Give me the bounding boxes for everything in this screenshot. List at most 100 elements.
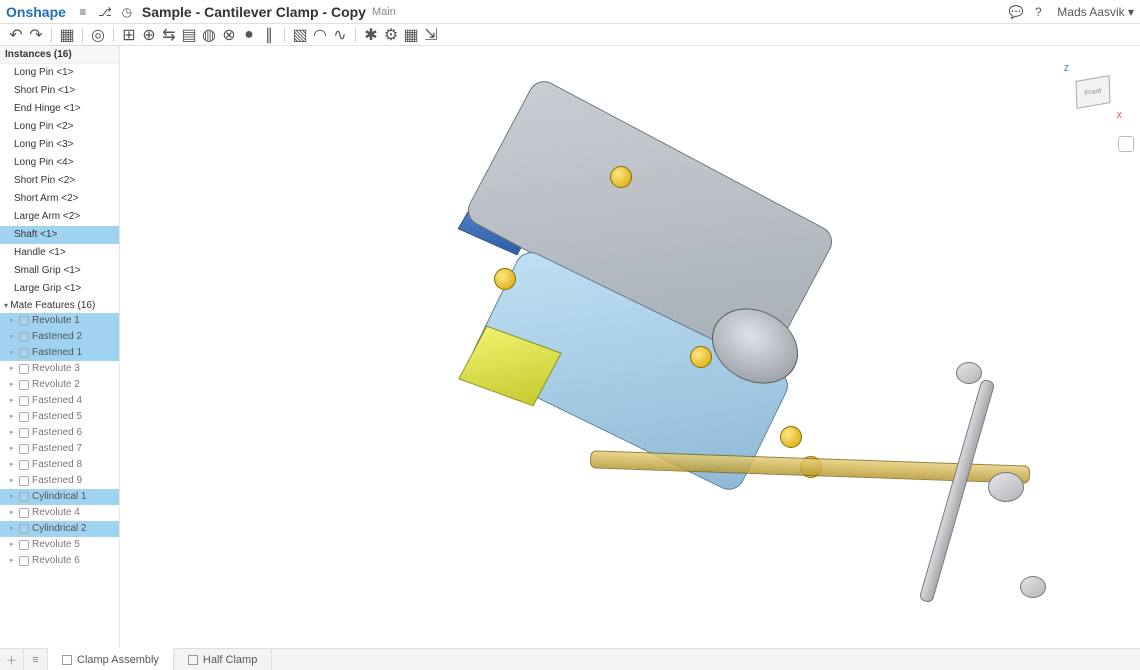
instance-item[interactable]: Long Pin <4> <box>0 154 119 172</box>
mate-label: Revolute 4 <box>32 506 80 520</box>
mate-item[interactable]: Fastened 6 <box>0 425 119 441</box>
mate-item[interactable]: Revolute 6 <box>0 553 119 569</box>
mate-item[interactable]: Fastened 1 <box>0 345 119 361</box>
instance-item[interactable]: Long Pin <1> <box>0 64 119 82</box>
workspace-label: Main <box>372 6 396 18</box>
add-tab-button[interactable]: ＋ <box>0 649 24 670</box>
mate-type-icon <box>19 460 29 470</box>
fastened-mate-icon[interactable]: ⊞ <box>119 26 139 44</box>
mate-type-icon <box>19 428 29 438</box>
view-cube[interactable]: Front Z X <box>1062 64 1122 124</box>
help-icon[interactable]: ? <box>1029 3 1047 21</box>
mate-label: Fastened 1 <box>32 346 82 360</box>
mate-label: Fastened 7 <box>32 442 82 456</box>
ball-mate-icon[interactable]: ● <box>239 26 259 44</box>
instance-item[interactable]: Short Pin <2> <box>0 172 119 190</box>
mate-label: Revolute 3 <box>32 362 80 376</box>
comments-icon[interactable]: 💬 <box>1007 3 1025 21</box>
pin-4[interactable] <box>780 426 802 448</box>
user-menu[interactable]: Mads Aasvik ▾ <box>1057 5 1134 19</box>
pin-1[interactable] <box>610 166 632 188</box>
mate-type-icon <box>19 348 29 358</box>
pin-slot-mate-icon[interactable]: ⊗ <box>219 26 239 44</box>
instance-item[interactable]: Large Arm <2> <box>0 208 119 226</box>
pin-3[interactable] <box>690 346 712 368</box>
mate-label: Fastened 2 <box>32 330 82 344</box>
instance-item[interactable]: Handle <1> <box>0 244 119 262</box>
history-icon[interactable]: ◷ <box>118 3 136 21</box>
instance-item[interactable]: Shaft <1> <box>0 226 119 244</box>
document-title: Sample - Cantilever Clamp - Copy <box>142 4 366 20</box>
cylindrical-mate-icon[interactable]: ◍ <box>199 26 219 44</box>
mate-item[interactable]: Revolute 2 <box>0 377 119 393</box>
parallel-mate-icon[interactable]: ∥ <box>259 26 279 44</box>
mate-item[interactable]: Fastened 7 <box>0 441 119 457</box>
mate-type-icon <box>19 508 29 518</box>
tab-list-button[interactable]: ≡ <box>24 649 48 670</box>
tab-label: Clamp Assembly <box>77 654 159 666</box>
axis-x-label: X <box>1117 111 1122 120</box>
gear-icon[interactable]: ⚙ <box>381 26 401 44</box>
instance-item[interactable]: Long Pin <2> <box>0 118 119 136</box>
mate-label: Fastened 4 <box>32 394 82 408</box>
mate-item[interactable]: Revolute 1 <box>0 313 119 329</box>
mate-type-icon <box>19 524 29 534</box>
redo-button[interactable]: ↷ <box>26 26 46 44</box>
mate-item[interactable]: Fastened 2 <box>0 329 119 345</box>
mate-item[interactable]: Cylindrical 2 <box>0 521 119 537</box>
relation-icon[interactable]: ∿ <box>330 26 350 44</box>
mate-type-icon <box>19 556 29 566</box>
app-logo[interactable]: Onshape <box>6 4 66 20</box>
instance-item[interactable]: Long Pin <3> <box>0 136 119 154</box>
assembly-toolbar: ↶ ↷ ▦ ◎ ⊞ ⊕ ⇆ ▤ ◍ ⊗ ● ∥ ▧ ◠ ∿ ✱ ⚙ ▦ ⇲ <box>0 24 1140 46</box>
instances-header[interactable]: Instances (16) <box>0 46 119 64</box>
3d-viewport[interactable]: Front Z X <box>120 46 1140 648</box>
handle-top-knob[interactable] <box>956 362 982 384</box>
slider-mate-icon[interactable]: ⇆ <box>159 26 179 44</box>
mate-type-icon <box>19 492 29 502</box>
handle-hub[interactable] <box>988 472 1024 502</box>
instance-item[interactable]: Large Grip <1> <box>0 280 119 298</box>
clamp-model[interactable] <box>360 86 1000 566</box>
instance-item[interactable]: Short Pin <1> <box>0 82 119 100</box>
mate-item[interactable]: Revolute 3 <box>0 361 119 377</box>
measure-icon[interactable]: ⇲ <box>421 26 441 44</box>
menu-icon[interactable]: ≡ <box>74 3 92 21</box>
instance-item[interactable]: Short Arm <2> <box>0 190 119 208</box>
planar-mate-icon[interactable]: ▤ <box>179 26 199 44</box>
axis-z-label: Z <box>1064 64 1069 73</box>
mate-item[interactable]: Fastened 4 <box>0 393 119 409</box>
group-icon[interactable]: ▧ <box>290 26 310 44</box>
mate-type-icon <box>19 380 29 390</box>
mate-label: Fastened 8 <box>32 458 82 472</box>
assembly-icon <box>62 655 72 665</box>
tab-clamp-assembly[interactable]: Clamp Assembly <box>48 648 174 670</box>
handle-bar[interactable] <box>919 379 996 604</box>
view-cube-face[interactable]: Front <box>1076 75 1111 109</box>
mate-type-icon <box>19 364 29 374</box>
handle-bottom-knob[interactable] <box>1020 576 1046 598</box>
pin-2[interactable] <box>494 268 516 290</box>
snap-icon[interactable]: ✱ <box>361 26 381 44</box>
replicate-icon[interactable]: ▦ <box>401 26 421 44</box>
mate-item[interactable]: Cylindrical 1 <box>0 489 119 505</box>
mate-label: Fastened 6 <box>32 426 82 440</box>
mate-item[interactable]: Revolute 5 <box>0 537 119 553</box>
mate-features-header[interactable]: Mate Features (16) <box>0 298 119 313</box>
mate-item[interactable]: Fastened 8 <box>0 457 119 473</box>
mate-connector-icon[interactable]: ◎ <box>88 26 108 44</box>
tangent-mate-icon[interactable]: ◠ <box>310 26 330 44</box>
mate-label: Fastened 9 <box>32 474 82 488</box>
mate-item[interactable]: Fastened 5 <box>0 409 119 425</box>
mate-item[interactable]: Revolute 4 <box>0 505 119 521</box>
undo-button[interactable]: ↶ <box>6 26 26 44</box>
instance-item[interactable]: Small Grip <1> <box>0 262 119 280</box>
branch-icon[interactable]: ⎇ <box>96 3 114 21</box>
insert-button[interactable]: ▦ <box>57 26 77 44</box>
feature-tree[interactable]: Instances (16) Long Pin <1>Short Pin <1>… <box>0 46 120 648</box>
mate-item[interactable]: Fastened 9 <box>0 473 119 489</box>
instance-item[interactable]: End Hinge <1> <box>0 100 119 118</box>
view-tool-icon[interactable] <box>1118 136 1134 152</box>
revolute-mate-icon[interactable]: ⊕ <box>139 26 159 44</box>
tab-half-clamp[interactable]: Half Clamp <box>174 649 272 670</box>
